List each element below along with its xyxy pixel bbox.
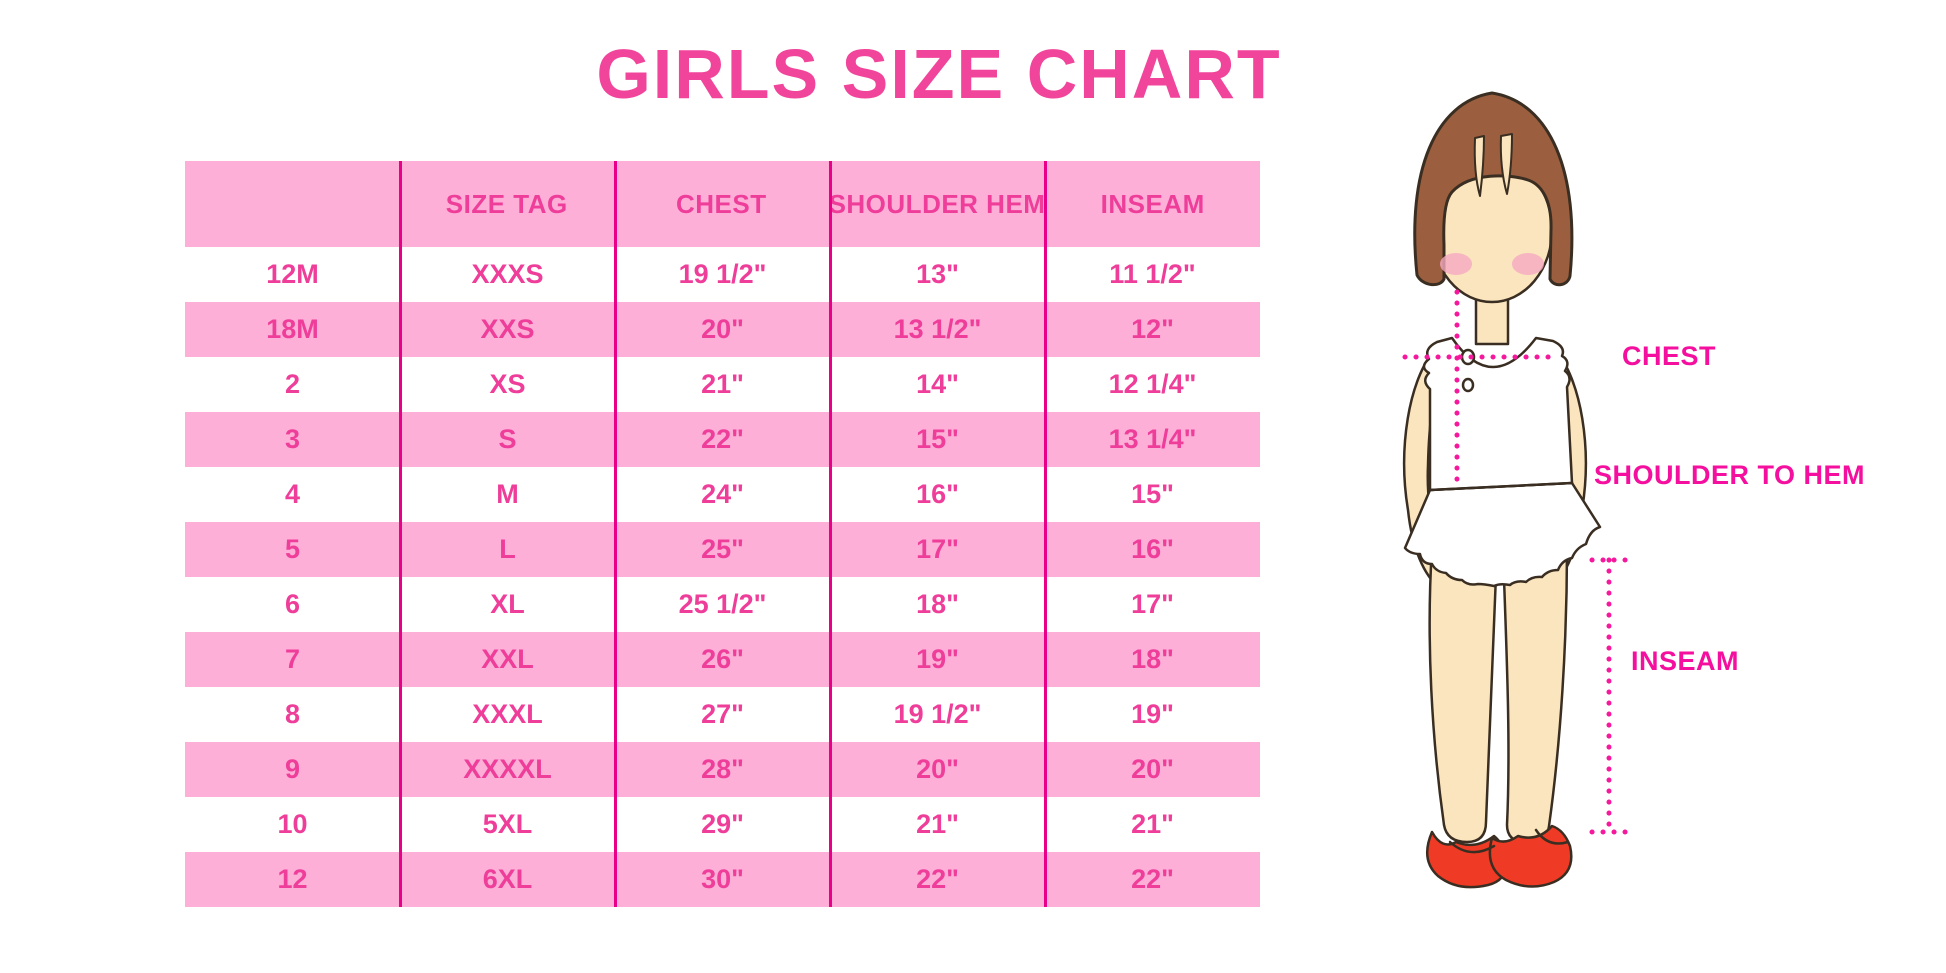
table-row: 18M XXS 20" 13 1/2" 12" <box>185 302 1260 357</box>
bodice-button-bottom <box>1461 377 1475 393</box>
chest-measure-label: CHEST <box>1622 341 1717 371</box>
girl-skirt <box>1403 481 1602 588</box>
table-cell: 3 <box>284 424 301 454</box>
table-cell: 11 1/2" <box>1109 259 1196 289</box>
table-cell: 17" <box>1131 589 1174 619</box>
table-cell: 6 <box>284 589 301 619</box>
table-cell: 13" <box>916 259 959 289</box>
table-cell: 22" <box>701 424 744 454</box>
table-cell: 19 1/2" <box>678 259 767 289</box>
table-cell: XXXL <box>472 699 543 729</box>
table-cell: 14" <box>916 369 959 399</box>
table-cell: XL <box>490 589 525 619</box>
waist-seam <box>1428 481 1574 492</box>
header-cell-inseam: INSEAM <box>1100 188 1205 219</box>
table-row: 12M XXXS 19 1/2" 13" 11 1/2" <box>185 247 1260 302</box>
table-cell: 27" <box>701 699 744 729</box>
table-cell: 28" <box>701 754 744 784</box>
inseam-measure-label: INSEAM <box>1631 646 1740 676</box>
table-cell: 24" <box>701 479 744 509</box>
table-cell: 9 <box>284 754 301 784</box>
table-cell: 18" <box>916 589 959 619</box>
table-cell: 2 <box>284 369 301 399</box>
table-cell: 29" <box>701 809 744 839</box>
girl-right-leg <box>1501 546 1569 845</box>
table-cell: 22" <box>1131 864 1174 894</box>
table-cell: 20" <box>701 314 744 344</box>
table-cell: 15" <box>916 424 959 454</box>
blush-left <box>1440 253 1472 275</box>
table-cell: 17" <box>916 534 959 564</box>
header-cell-size-tag: SIZE TAG <box>445 188 568 219</box>
table-cell: 19" <box>1131 699 1174 729</box>
table-cell: 21" <box>1131 809 1174 839</box>
table-cell: 20" <box>916 754 959 784</box>
table-cell: 19" <box>916 644 959 674</box>
table-cell: 18" <box>1131 644 1174 674</box>
right-shoe-strap <box>1534 828 1570 845</box>
table-cell: 18M <box>266 314 319 344</box>
table-cell: 5 <box>284 534 301 564</box>
girl-illustration <box>1402 91 1629 889</box>
table-row: 9 XXXXL 28" 20" 20" <box>185 742 1260 797</box>
table-cell: S <box>498 424 517 454</box>
table-cell: 13 1/4" <box>1108 424 1197 454</box>
girl-left-leg <box>1428 546 1499 844</box>
table-cell: 5XL <box>482 809 533 839</box>
table-cell: 16" <box>1131 534 1174 564</box>
table-cell: 19 1/2" <box>893 699 982 729</box>
table-row: 8 XXXL 27" 19 1/2" 19" <box>185 687 1260 742</box>
table-cell: 21" <box>916 809 959 839</box>
table-cell: 26" <box>701 644 744 674</box>
table-cell: XXXXL <box>463 754 552 784</box>
table-body: 12M XXXS 19 1/2" 13" 11 1/2" 18M XXS 20" 13 1/2"… <box>185 247 1260 907</box>
table-cell: 12M <box>266 259 319 289</box>
bang-gap-right <box>1499 133 1513 195</box>
table-cell: 20" <box>1131 754 1174 784</box>
table-cell: XXXS <box>471 259 544 289</box>
table-cell: 21" <box>701 369 744 399</box>
table-row: 7 XXL 26" 19" 18" <box>185 632 1260 687</box>
table-cell: 30" <box>701 864 744 894</box>
header-cell-shoulder-hem: SHOULDER HEM <box>828 188 1046 219</box>
table-row: 2 XS 21" 14" 12 1/4" <box>185 357 1260 412</box>
table-cell: 12 1/4" <box>1108 369 1197 399</box>
page-title: GIRLS SIZE CHART <box>596 35 1282 113</box>
table-cell: 15" <box>1131 479 1174 509</box>
bang-gap-left <box>1473 135 1485 197</box>
table-cell: L <box>499 534 516 564</box>
left-shoe-strap <box>1448 840 1496 854</box>
table-cell: 8 <box>284 699 301 729</box>
table-cell: 4 <box>284 479 301 509</box>
table-cell: 16" <box>916 479 959 509</box>
table-cell: 25" <box>701 534 744 564</box>
table-row: 4 M 24" 16" 15" <box>185 467 1260 522</box>
table-cell: 10 <box>277 809 308 839</box>
girl-hair <box>1413 91 1574 287</box>
table-cell: 25 1/2" <box>678 589 767 619</box>
table-cell: M <box>496 479 519 509</box>
table-cell: 22" <box>916 864 959 894</box>
table-row: 5 L 25" 17" 16" <box>185 522 1260 577</box>
table-cell: 12 <box>277 864 308 894</box>
table-cell: XXL <box>481 644 534 674</box>
table-row: 3 S 22" 15" 13 1/4" <box>185 412 1260 467</box>
table-row: 6 XL 25 1/2" 18" 17" <box>185 577 1260 632</box>
table-cell: 6XL <box>482 864 533 894</box>
table-row: 10 5XL 29" 21" 21" <box>185 797 1260 852</box>
table-header-row: SIZE TAG CHEST SHOULDER HEM INSEAM <box>185 161 1260 247</box>
table-row: 12 6XL 30" 22" 22" <box>185 852 1260 907</box>
table-cell: XXS <box>480 314 535 344</box>
shoulder-to-hem-measure-label: SHOULDER TO HEM <box>1594 460 1866 490</box>
header-cell-chest: CHEST <box>675 188 767 219</box>
size-table: SIZE TAG CHEST SHOULDER HEM INSEAM 12M XX… <box>185 161 1260 907</box>
blush-right <box>1512 253 1544 275</box>
girl-bodice <box>1422 336 1574 492</box>
table-cell: 12" <box>1131 314 1174 344</box>
table-cell: XS <box>489 369 526 399</box>
table-cell: 7 <box>284 644 301 674</box>
table-cell: 13 1/2" <box>893 314 982 344</box>
